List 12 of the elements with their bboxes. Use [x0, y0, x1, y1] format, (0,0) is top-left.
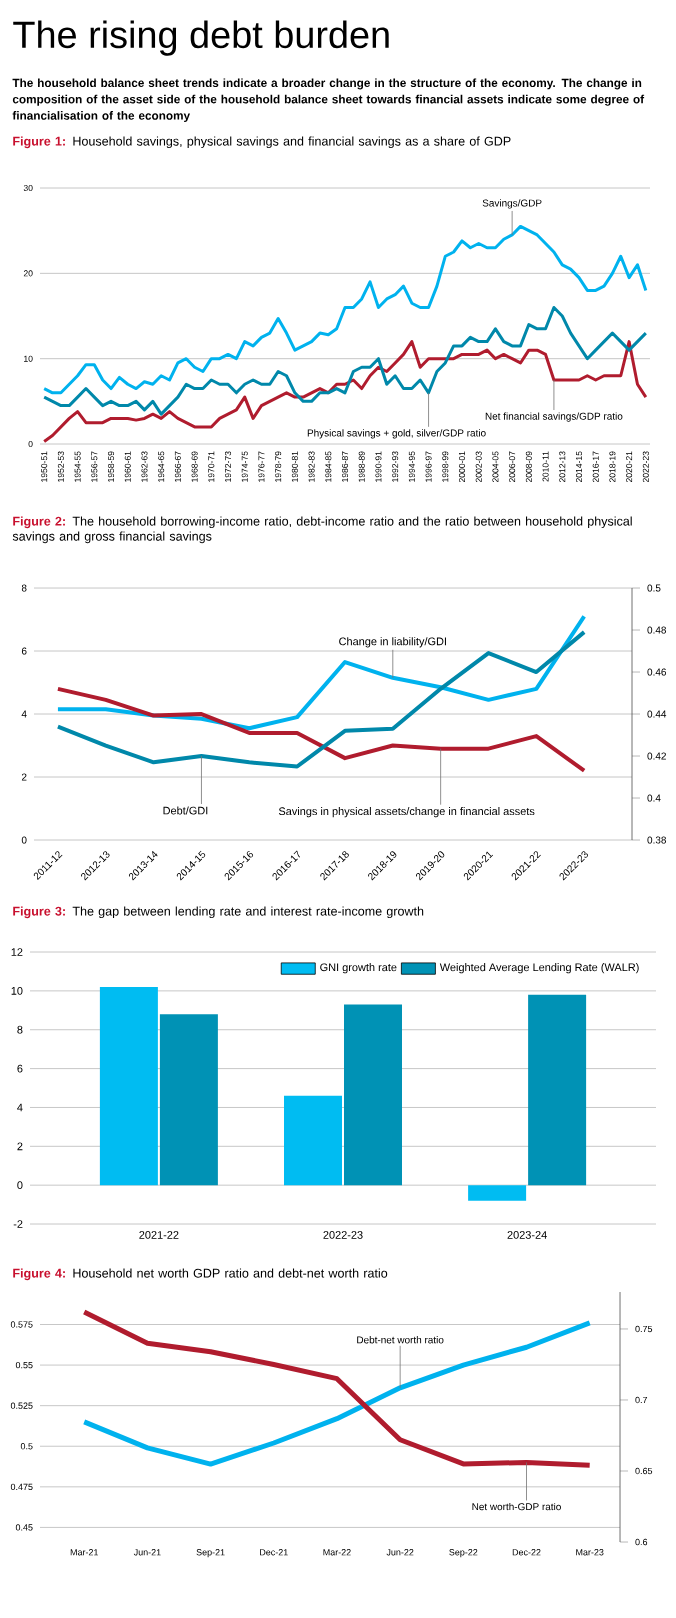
line-series — [55, 686, 587, 773]
bar — [284, 1095, 342, 1186]
bar — [528, 994, 587, 1186]
line-series — [42, 224, 648, 395]
line-series — [42, 305, 648, 416]
bar — [468, 1185, 527, 1201]
text: The rising debt burden — [13, 20, 389, 56]
bar — [344, 1004, 402, 1186]
line-series — [55, 630, 587, 769]
bar — [99, 986, 158, 1186]
bar — [159, 1014, 218, 1186]
line-series — [55, 614, 587, 731]
